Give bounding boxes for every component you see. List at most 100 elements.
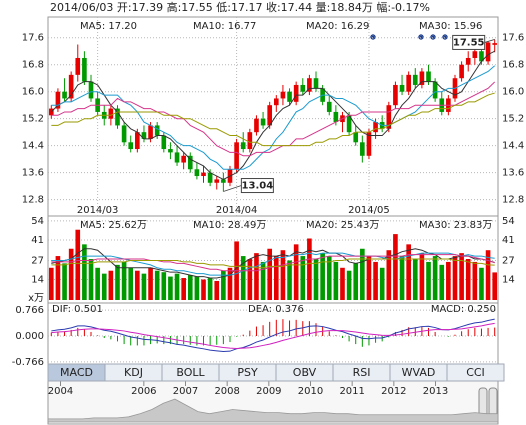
candle-body <box>181 155 186 163</box>
indicator-tab-label[interactable]: RSI <box>353 366 371 379</box>
volume-bar <box>412 259 418 300</box>
volume-bar <box>326 256 332 300</box>
volume-bar <box>446 261 451 300</box>
legend-entry: MA10: 28.49万 <box>193 220 266 231</box>
legend-entry: MA10: 16.77 <box>193 21 256 32</box>
volume-bar <box>148 267 153 300</box>
candle-body <box>55 91 61 109</box>
ma-line <box>51 92 495 147</box>
volume-bar <box>101 273 107 300</box>
y-tick-label: 15.2 <box>22 114 44 125</box>
candle-body <box>148 125 153 139</box>
volume-bar <box>280 250 286 300</box>
indicator-tab[interactable] <box>446 363 505 382</box>
volume-bar <box>108 270 114 300</box>
candle-body <box>326 101 332 112</box>
y-tick-label: 0.000 <box>15 331 44 342</box>
candle-body <box>115 108 120 126</box>
volume-bar <box>181 278 186 300</box>
candle-body <box>88 81 94 99</box>
candle-body <box>472 51 478 58</box>
candle-body <box>412 74 418 85</box>
candle-body <box>221 179 226 183</box>
annotation-leader <box>223 185 242 192</box>
indicator-tab-label[interactable]: MACD <box>60 366 93 379</box>
candle-body <box>386 105 392 129</box>
volume-bar <box>472 261 478 300</box>
volume-bar <box>353 263 359 300</box>
candle-body <box>194 169 200 177</box>
indicator-tab-label[interactable]: KDJ <box>124 366 143 379</box>
annotation-box <box>240 178 274 194</box>
volume-bar <box>379 267 385 300</box>
volume-bar <box>393 234 398 300</box>
candle-body <box>187 155 193 170</box>
volume-bar <box>68 248 74 300</box>
y-tick-label-right: 14 <box>502 275 515 286</box>
volume-bar <box>88 259 94 300</box>
navigator-year: 2012 <box>381 386 406 397</box>
volume-bar <box>115 264 120 300</box>
ma-line <box>51 81 496 157</box>
volume-bar <box>141 273 147 300</box>
annotation-leader <box>484 39 495 43</box>
y-tick-label: 0.766 <box>15 305 44 316</box>
candle-body <box>82 57 87 82</box>
y-tick-label-right: 16.0 <box>502 87 524 98</box>
indicator-tab-label[interactable]: OBV <box>293 366 317 379</box>
candle-body <box>333 111 339 123</box>
annotation: 13.04 <box>242 181 274 192</box>
volume-bar <box>273 256 279 300</box>
ma-line <box>51 318 495 353</box>
indicator-tab-label[interactable]: CCI <box>466 366 485 379</box>
volume-bar <box>399 256 405 300</box>
volume-bar <box>221 270 226 300</box>
volume-bar <box>432 256 438 300</box>
y-tick-label: 16.0 <box>22 87 44 98</box>
volume-bar <box>313 259 319 300</box>
candle-body <box>280 91 286 99</box>
volume-unit: x万 <box>28 293 44 304</box>
indicator-tab-label[interactable]: PSY <box>237 366 258 379</box>
volume-bar <box>360 248 365 300</box>
navigator-area <box>47 398 499 423</box>
volume-bar <box>154 270 160 300</box>
volume-bar <box>333 261 339 300</box>
volume-bar <box>366 256 372 300</box>
navigator-year: 2010 <box>298 386 323 397</box>
y-tick-label: 16.8 <box>22 60 44 71</box>
volume-bar <box>300 256 306 300</box>
navigator-year: 2009 <box>256 386 281 397</box>
candle-body <box>108 108 114 119</box>
legend-entry: DEA: 0.376 <box>248 304 304 315</box>
candle-body <box>75 57 81 75</box>
volume-bar <box>439 264 445 300</box>
candle-body <box>346 115 352 133</box>
volume-bar <box>293 244 299 300</box>
volume-bar <box>492 272 498 300</box>
candle-body <box>485 42 491 62</box>
scroll-handles[interactable] <box>478 387 498 417</box>
candle-body <box>393 84 398 106</box>
candle-body <box>48 108 54 116</box>
candle-body <box>154 125 160 136</box>
candle-body <box>207 172 213 183</box>
x-tick-label: 2014/05 <box>348 205 390 216</box>
indicator-tab-label[interactable]: WVAD <box>402 366 436 379</box>
y-tick-label: 14 <box>31 275 44 286</box>
volume-bar <box>307 238 312 300</box>
volume-bar <box>479 267 484 300</box>
volume-bar <box>62 263 67 300</box>
volume-bar <box>82 244 87 300</box>
candle-body <box>313 78 319 89</box>
candle-body <box>373 122 378 133</box>
y-tick-label-right: 12.8 <box>502 195 524 206</box>
indicator-tab-label[interactable]: BOLL <box>176 366 205 379</box>
candle-body <box>240 142 246 150</box>
volume-bar <box>320 253 325 300</box>
candle-body <box>465 57 471 65</box>
candle-body <box>128 142 134 150</box>
x-tick-label: 2014/03 <box>77 205 119 216</box>
ma-line <box>51 248 495 279</box>
volume-bar <box>187 275 193 300</box>
